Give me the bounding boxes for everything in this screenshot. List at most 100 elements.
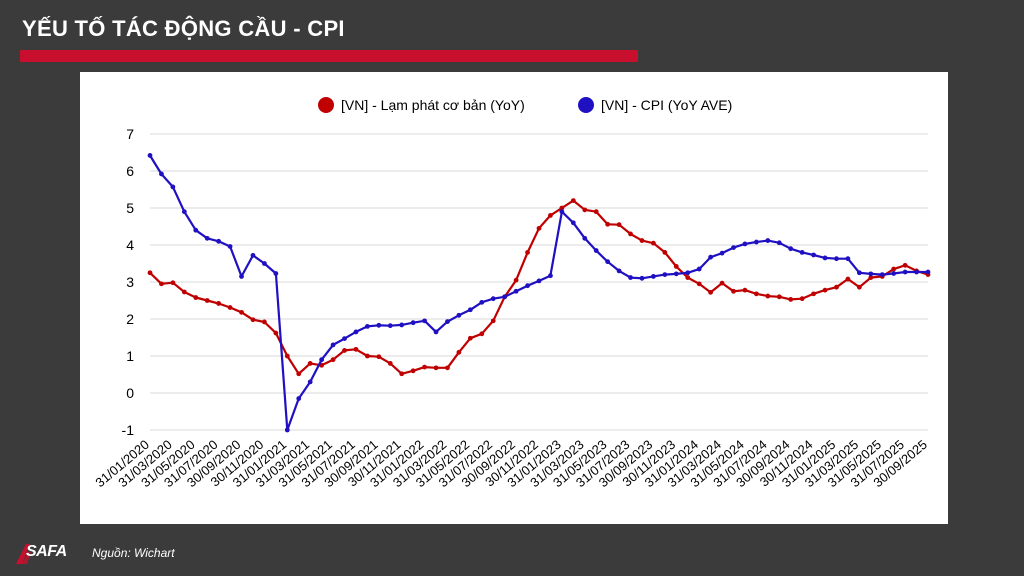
chart-series xyxy=(147,153,931,433)
data-point xyxy=(525,250,530,255)
y-tick-label: 7 xyxy=(126,126,134,142)
data-point xyxy=(639,275,645,281)
data-point xyxy=(731,245,736,250)
data-point xyxy=(159,171,164,177)
data-point xyxy=(731,288,736,294)
data-point xyxy=(445,365,450,371)
data-point xyxy=(708,289,714,295)
data-point xyxy=(559,205,565,211)
data-point xyxy=(822,255,828,261)
data-point xyxy=(753,239,759,245)
data-point xyxy=(364,324,370,329)
data-point xyxy=(227,305,233,310)
line-chart: [VN] - Lạm phát cơ bản (YoY) [VN] - CPI (… xyxy=(92,97,931,490)
data-point xyxy=(456,312,462,318)
y-tick-label: 3 xyxy=(126,274,134,290)
data-point xyxy=(856,284,862,290)
data-point xyxy=(696,266,702,272)
data-point xyxy=(307,379,313,385)
data-point xyxy=(296,396,302,401)
chart-panel: [VN] - Lạm phát cơ bản (YoY) [VN] - CPI (… xyxy=(80,72,948,524)
data-point xyxy=(422,318,427,324)
data-point xyxy=(776,240,782,246)
series-1 xyxy=(147,198,931,377)
data-point xyxy=(845,276,851,282)
data-point xyxy=(845,256,851,262)
data-point xyxy=(834,284,839,290)
data-point xyxy=(628,231,633,237)
data-point xyxy=(559,209,565,215)
data-point xyxy=(159,281,164,287)
data-point xyxy=(914,269,919,275)
data-point xyxy=(868,275,874,280)
data-point xyxy=(891,271,897,276)
data-point xyxy=(479,299,485,305)
x-axis: 31/01/202031/03/202031/05/202031/07/2020… xyxy=(92,437,929,490)
data-point xyxy=(353,329,359,335)
data-point xyxy=(445,319,450,324)
legend-marker xyxy=(318,97,334,113)
data-point xyxy=(536,278,542,284)
data-point xyxy=(651,274,656,279)
data-point xyxy=(776,294,782,300)
data-point xyxy=(513,288,519,294)
data-point xyxy=(216,301,222,306)
y-tick-label: 5 xyxy=(126,200,134,216)
data-point xyxy=(719,280,725,286)
data-point xyxy=(765,293,771,299)
data-point xyxy=(170,184,176,190)
data-point xyxy=(330,342,336,348)
data-point xyxy=(273,330,279,336)
data-point xyxy=(879,272,885,277)
data-point xyxy=(399,322,405,328)
y-tick-label: 2 xyxy=(126,311,134,327)
data-point xyxy=(467,335,473,341)
y-tick-label: 1 xyxy=(126,348,134,364)
data-point xyxy=(147,270,153,276)
data-point xyxy=(868,271,874,277)
data-point xyxy=(250,317,256,323)
chart-legend: [VN] - Lạm phát cơ bản (YoY) [VN] - CPI (… xyxy=(318,97,732,113)
data-point xyxy=(204,235,210,241)
data-point xyxy=(239,274,244,279)
data-point xyxy=(376,354,382,360)
source-note: Nguồn: Wichart xyxy=(92,546,175,560)
data-point xyxy=(605,221,611,227)
y-axis: -1 0 1 2 3 4 5 6 7 xyxy=(122,126,135,438)
data-point xyxy=(548,273,553,279)
data-point xyxy=(239,309,244,315)
data-point xyxy=(216,238,222,244)
data-point xyxy=(410,320,416,326)
data-point xyxy=(673,264,679,269)
data-point xyxy=(902,269,908,275)
data-point xyxy=(181,289,187,295)
legend-item: [VN] - CPI (YoY AVE) xyxy=(578,97,732,113)
data-point xyxy=(284,353,290,359)
data-point xyxy=(319,357,325,363)
legend-label: [VN] - Lạm phát cơ bản (YoY) xyxy=(341,97,525,113)
data-point xyxy=(799,296,805,302)
data-point xyxy=(204,298,210,303)
data-point xyxy=(639,238,645,243)
data-point xyxy=(753,291,759,297)
data-point xyxy=(387,361,393,366)
data-point xyxy=(811,252,816,258)
data-point xyxy=(307,361,313,366)
data-point xyxy=(616,268,622,274)
data-point xyxy=(456,349,462,355)
data-point xyxy=(513,277,519,283)
data-point xyxy=(296,371,302,377)
data-point xyxy=(570,220,576,226)
data-point xyxy=(719,250,725,256)
data-point xyxy=(811,291,816,297)
data-point xyxy=(387,323,393,329)
data-point xyxy=(788,296,794,302)
logo-text: SAFA xyxy=(26,543,67,560)
data-point xyxy=(662,250,668,255)
page-title: YẾU TỐ TÁC ĐỘNG CẦU - CPI xyxy=(22,16,345,41)
data-point xyxy=(593,209,599,215)
data-point xyxy=(856,270,862,276)
data-point xyxy=(273,271,279,276)
data-point xyxy=(330,357,336,363)
data-point xyxy=(708,254,714,260)
